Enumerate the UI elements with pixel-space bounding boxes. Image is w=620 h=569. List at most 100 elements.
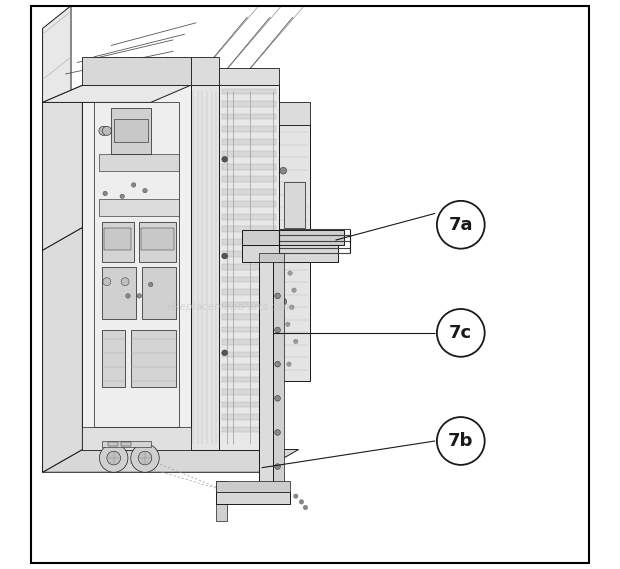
Circle shape [303, 505, 308, 510]
Polygon shape [82, 57, 190, 85]
Polygon shape [131, 330, 176, 387]
Polygon shape [102, 267, 136, 319]
Circle shape [131, 183, 136, 187]
Circle shape [286, 362, 291, 366]
Circle shape [137, 294, 141, 298]
Circle shape [222, 156, 228, 162]
Polygon shape [222, 264, 276, 270]
Polygon shape [222, 377, 276, 382]
Circle shape [275, 464, 280, 469]
Circle shape [222, 253, 228, 259]
Polygon shape [108, 442, 118, 446]
Polygon shape [222, 364, 276, 370]
Polygon shape [222, 201, 276, 207]
Polygon shape [259, 253, 285, 262]
Polygon shape [273, 262, 285, 495]
Text: eReplacementParts.com: eReplacementParts.com [167, 302, 294, 312]
Circle shape [293, 494, 298, 498]
Polygon shape [43, 85, 82, 250]
Polygon shape [222, 289, 276, 295]
Polygon shape [190, 57, 219, 85]
Circle shape [280, 236, 286, 242]
Circle shape [99, 126, 108, 135]
Polygon shape [43, 85, 190, 102]
Polygon shape [222, 226, 276, 232]
Circle shape [437, 201, 485, 249]
Circle shape [120, 194, 125, 199]
Circle shape [148, 282, 153, 287]
Polygon shape [102, 330, 125, 387]
Text: 7a: 7a [448, 216, 473, 234]
Polygon shape [216, 492, 290, 504]
Polygon shape [259, 262, 273, 495]
Polygon shape [222, 126, 276, 132]
Polygon shape [43, 216, 82, 472]
Circle shape [275, 395, 280, 401]
Polygon shape [82, 427, 190, 450]
Polygon shape [43, 6, 71, 250]
Circle shape [103, 191, 107, 196]
Circle shape [437, 309, 485, 357]
Circle shape [143, 188, 148, 193]
Circle shape [102, 126, 112, 135]
Polygon shape [242, 230, 344, 245]
Circle shape [275, 361, 280, 367]
Polygon shape [222, 352, 276, 357]
Polygon shape [102, 441, 151, 447]
Circle shape [103, 278, 111, 286]
Polygon shape [222, 139, 276, 145]
Polygon shape [285, 182, 306, 228]
Polygon shape [279, 102, 310, 125]
Polygon shape [242, 245, 339, 262]
Polygon shape [82, 85, 190, 450]
Circle shape [275, 430, 280, 435]
Polygon shape [111, 108, 151, 154]
Polygon shape [102, 222, 134, 262]
Circle shape [275, 293, 280, 299]
Polygon shape [222, 214, 276, 220]
Circle shape [290, 305, 294, 310]
Circle shape [107, 451, 120, 465]
Polygon shape [222, 89, 276, 94]
Polygon shape [99, 199, 179, 216]
Polygon shape [222, 114, 276, 119]
Polygon shape [43, 228, 82, 472]
Circle shape [275, 327, 280, 333]
Polygon shape [222, 176, 276, 182]
Text: 7b: 7b [448, 432, 474, 450]
Polygon shape [121, 442, 131, 446]
Polygon shape [259, 250, 270, 501]
Circle shape [437, 417, 485, 465]
Polygon shape [222, 427, 276, 432]
Polygon shape [222, 327, 276, 332]
Polygon shape [219, 85, 279, 450]
Polygon shape [222, 277, 276, 282]
Circle shape [280, 298, 286, 305]
Text: 7c: 7c [450, 324, 472, 342]
Polygon shape [222, 164, 276, 170]
Circle shape [222, 350, 228, 356]
Polygon shape [279, 125, 310, 381]
Polygon shape [222, 402, 276, 407]
Polygon shape [140, 222, 176, 262]
Polygon shape [113, 119, 148, 142]
Polygon shape [99, 154, 179, 171]
Polygon shape [222, 101, 276, 107]
Polygon shape [222, 339, 276, 345]
Circle shape [126, 294, 130, 298]
Polygon shape [104, 228, 131, 250]
Polygon shape [222, 189, 276, 195]
Polygon shape [142, 267, 176, 319]
Circle shape [299, 500, 304, 504]
Polygon shape [94, 102, 179, 427]
Circle shape [292, 288, 296, 292]
Circle shape [121, 278, 129, 286]
Polygon shape [222, 314, 276, 320]
Polygon shape [216, 481, 290, 492]
Circle shape [286, 322, 290, 327]
Circle shape [138, 451, 152, 465]
Polygon shape [222, 251, 276, 257]
Circle shape [99, 444, 128, 472]
Polygon shape [222, 414, 276, 420]
Circle shape [131, 444, 159, 472]
